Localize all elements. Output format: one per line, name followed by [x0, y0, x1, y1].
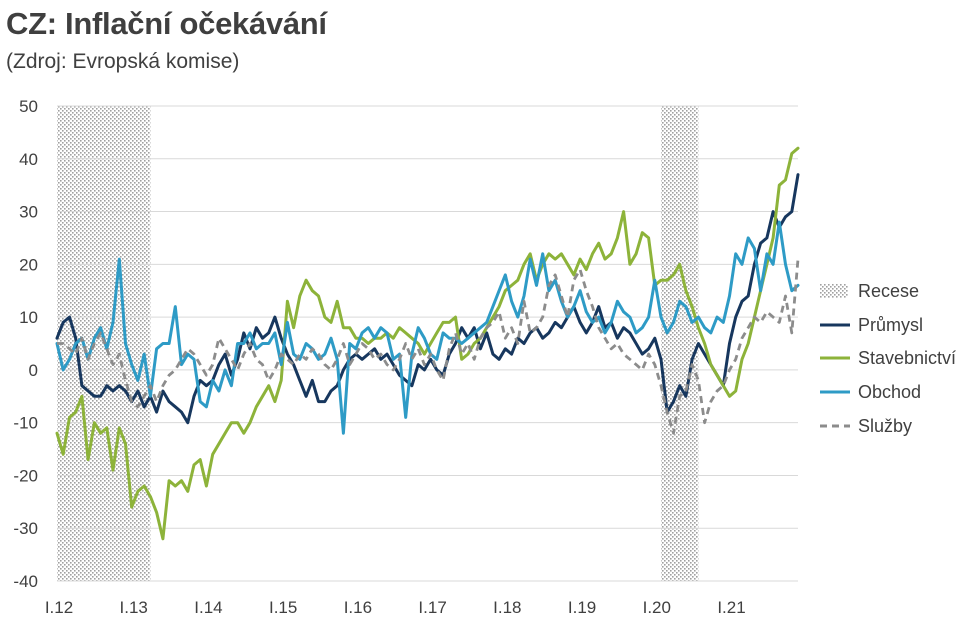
series-line-obchod — [55, 220, 800, 435]
legend-label: Obchod — [858, 382, 921, 402]
y-tick-label: 10 — [19, 308, 38, 327]
x-tick-label: I.18 — [493, 598, 521, 617]
series-line-průmysl — [55, 173, 800, 425]
x-tick-label: I.19 — [568, 598, 596, 617]
x-tick-label: I.21 — [717, 598, 745, 617]
x-tick-label: I.13 — [120, 598, 148, 617]
chart-subtitle: (Zdroj: Evropská komise) — [6, 50, 240, 73]
x-tick-label: I.15 — [269, 598, 297, 617]
x-tick-label: I.14 — [194, 598, 222, 617]
x-tick-label: I.20 — [643, 598, 671, 617]
legend-label: Recese — [858, 281, 919, 301]
chart-title: CZ: Inflační očekávání — [6, 6, 327, 41]
y-tick-label: 20 — [19, 255, 38, 274]
y-tick-label: 50 — [19, 97, 38, 116]
y-tick-label: -30 — [13, 519, 38, 538]
y-tick-label: -10 — [13, 414, 38, 433]
legend-swatch-recese — [820, 284, 848, 298]
x-tick-label: I.16 — [344, 598, 372, 617]
y-tick-label: 40 — [19, 150, 38, 169]
x-tick-label: I.17 — [418, 598, 446, 617]
recession-band-2 — [661, 106, 699, 581]
y-tick-label: 0 — [29, 361, 38, 380]
legend-label: Průmysl — [858, 315, 923, 335]
x-tick-label: I.12 — [45, 598, 73, 617]
legend-label: Stavebnictví — [858, 348, 956, 368]
y-tick-label: -20 — [13, 466, 38, 485]
y-tick-label: 30 — [19, 203, 38, 222]
legend-label: Služby — [858, 416, 912, 436]
y-tick-label: -40 — [13, 572, 38, 591]
